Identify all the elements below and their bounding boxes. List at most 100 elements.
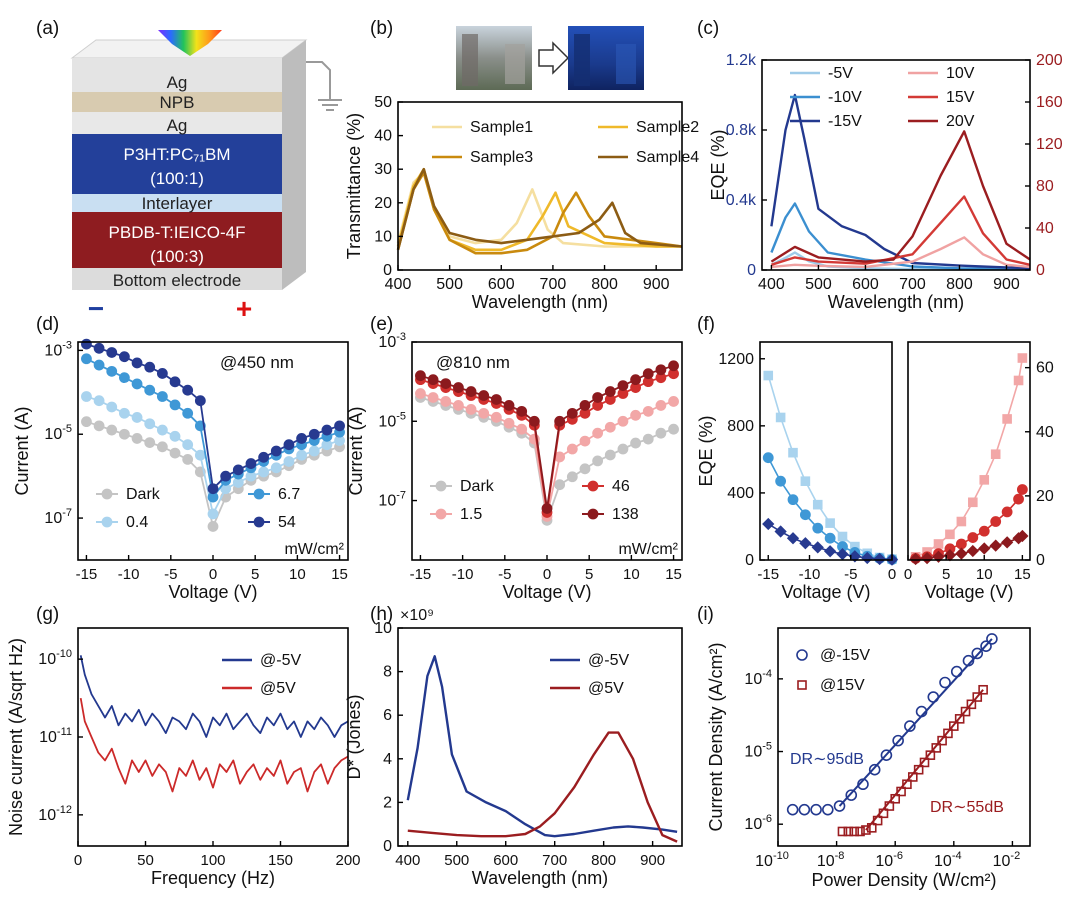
chart-f-sub1-point — [800, 476, 811, 486]
chart-f-sub1-point — [848, 550, 862, 563]
chart-e-point-138 — [541, 503, 553, 514]
chart-d-point-54 — [232, 464, 244, 476]
chart-f-sub1-point — [774, 525, 787, 538]
chart-h-x-tick-label: 900 — [640, 852, 665, 869]
chart-d-point-6.7 — [131, 378, 143, 390]
chart-d-point-54 — [334, 420, 345, 432]
chart-f-sub1-point — [788, 447, 798, 458]
chart-c-y-axis-label: EQE (%) — [708, 129, 728, 200]
chart-e-point-138 — [478, 390, 490, 401]
chart-f-sub2-series-0 — [915, 357, 1024, 558]
chart-i-point-@-15V — [845, 789, 858, 801]
chart-i-legend-label: @-15V — [820, 647, 870, 664]
chart-g-x-tick-label: 150 — [268, 852, 293, 869]
chart-d-y-tick-label: 10-3 — [44, 339, 72, 359]
chart-c-x-tick-label: 600 — [852, 276, 879, 293]
chart-e-x-tick-label: 0 — [543, 566, 551, 583]
chart-i-point-@-15V — [950, 665, 963, 678]
chart-d-point-54 — [93, 342, 105, 354]
chart-i-point-@-15V — [833, 800, 846, 812]
chart-d-x-tick-label: -5 — [164, 566, 177, 583]
chart-e-point-1.5 — [592, 427, 604, 439]
chart-d-point-54 — [270, 445, 282, 457]
chart-i-annotation-dr95: DR∼95dB — [790, 751, 864, 768]
chart-b-legend-label: Sample3 — [470, 149, 533, 166]
chart-c-y2-tick-label: 40 — [1036, 220, 1054, 237]
chart-i-point-@-15V — [857, 778, 869, 791]
chart-h-y-tick-label: 4 — [383, 751, 392, 768]
chart-e-point-1.5 — [642, 405, 654, 417]
chart-b-y-tick-label: 10 — [374, 228, 392, 245]
chart-d-point-54 — [182, 384, 194, 396]
chart-b-y-tick-label: 0 — [383, 262, 392, 279]
chart-d-point-54 — [144, 361, 156, 373]
chart-c-y-tick-label: 0.4k — [726, 192, 757, 209]
chart-d-point-54 — [207, 483, 219, 495]
chart-f-sub1-y-tick-label: 0 — [745, 552, 754, 569]
chart-f-sub2-x-tick-label: 15 — [1014, 566, 1031, 583]
chart-h-x-tick-label: 500 — [444, 852, 469, 869]
chart-c-legend-label: -10V — [828, 89, 862, 106]
minus-sign: − — [88, 293, 104, 324]
chart-d-point-Dark — [144, 437, 156, 449]
chart-d-point-Dark — [93, 420, 105, 432]
chart-e-point-138 — [453, 382, 464, 393]
chart-d-point-54 — [321, 424, 333, 436]
chart-c-series-20V — [770, 130, 1031, 263]
chart-f-sub1-y-tick-label: 1200 — [718, 351, 754, 368]
chart-f-sub1-x-tick-label: -5 — [844, 566, 857, 583]
chart-c-plot-frame — [761, 59, 1031, 271]
chart-h-y-tick-label: 0 — [383, 838, 392, 855]
chart-e-point-138 — [668, 360, 679, 372]
chart-d-legend-marker — [253, 488, 265, 500]
chart-d-x-tick-label: -15 — [76, 566, 98, 583]
chart-h-series-@-5V — [406, 655, 678, 838]
chart-c-y2-tick-label: 200 — [1036, 52, 1063, 69]
chart-b-y-axis-label: Transmittance (%) — [344, 113, 364, 259]
chart-e-legend-marker — [587, 508, 599, 520]
chart-e-point-1.5 — [465, 403, 477, 415]
chart-i-point-@15V — [890, 793, 901, 804]
chart-f-sub2-point — [1000, 536, 1014, 549]
chart-d-point-0.4 — [131, 412, 143, 423]
chart-e-point-Dark — [642, 433, 654, 445]
chart-f-sub2-x-axis-label: Voltage (V) — [924, 582, 1013, 602]
chart-c-y2-tick-label: 80 — [1036, 178, 1054, 195]
chart-f-sub1-y-tick-label: 800 — [727, 418, 754, 435]
chart-i-x-tick-label: 10-2 — [993, 850, 1021, 870]
chart-f-sub2-point — [978, 542, 991, 555]
chart-e-point-Dark — [579, 463, 591, 475]
chart-d-legend-label: 0.4 — [126, 514, 148, 531]
chart-d-point-Dark — [156, 441, 168, 453]
chart-d-y-axis-label: Current (A) — [12, 406, 32, 495]
chart-f-sub2-point — [1002, 414, 1012, 424]
chart-f-sub2-point — [1016, 484, 1028, 495]
chart-d-y-tick-label: 10-5 — [44, 423, 72, 443]
chart-d-point-54 — [131, 357, 143, 369]
chart-g-x-axis-label: Frequency (Hz) — [151, 868, 275, 888]
chart-d-x-tick-label: 15 — [331, 566, 348, 583]
chart-f-sub1-series-0 — [767, 375, 893, 560]
chart-e-point-1.5 — [516, 423, 528, 435]
chart-g-x-tick-label: 0 — [74, 852, 82, 869]
chart-d-point-0.4 — [258, 466, 270, 478]
chart-h-y-tick-label: 6 — [383, 707, 392, 724]
chart-i-plot-frame — [777, 627, 1031, 847]
chart-f-sub2-point — [1017, 353, 1028, 363]
chart-g-series-@-5V — [79, 655, 349, 738]
chart-c-x-axis-label: Wavelength (nm) — [828, 292, 964, 312]
chart-i-point-@-15V — [868, 763, 881, 776]
chart-b-legend-label: Sample2 — [636, 119, 699, 136]
chart-i-point-@15V — [919, 757, 930, 768]
chart-f-sub2-x-tick-label: 0 — [904, 566, 912, 583]
chart-e-point-Dark — [655, 427, 667, 439]
chart-b-y-tick-label: 30 — [374, 161, 392, 178]
chart-e-point-138 — [516, 405, 528, 417]
chart-b-y-tick-label: 50 — [374, 94, 392, 111]
chart-e-point-138 — [655, 364, 667, 376]
chart-c-x-tick-label: 900 — [993, 276, 1020, 293]
chart-f-sub2-point — [955, 538, 967, 550]
chart-i-point-@-15V — [892, 734, 904, 747]
layer-label-pbdb: PBDB-T:IEICO-4F — [109, 223, 246, 242]
chart-i-point-@15V — [954, 714, 965, 724]
